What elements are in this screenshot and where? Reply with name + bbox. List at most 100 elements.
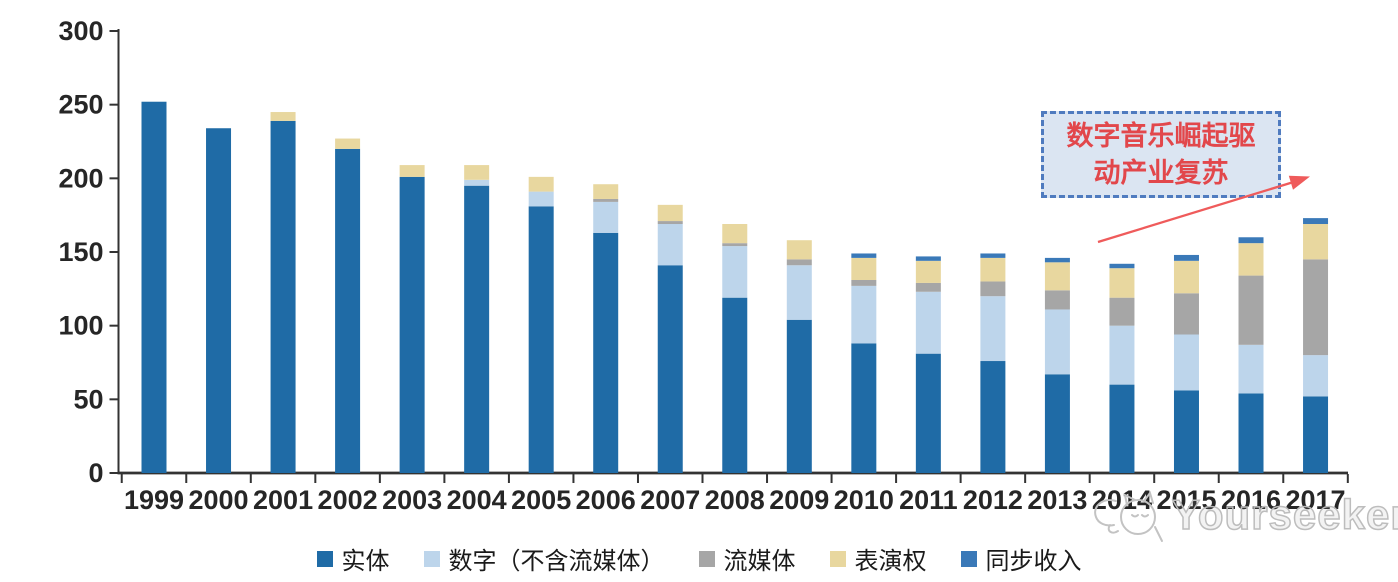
x-axis-label: 2003: [382, 485, 442, 515]
bar-segment-1999: [141, 101, 167, 473]
annotation-text-line1: 数字音乐崛起驱: [1066, 121, 1256, 152]
bar-segment-2008: [722, 246, 748, 298]
bar-segment-2004: [464, 185, 490, 473]
bar-segment-2008: [722, 243, 748, 247]
x-axis-label: 2007: [640, 485, 700, 515]
watermark-text: Yourseeker: [1171, 490, 1398, 539]
bar-segment-2003: [399, 165, 425, 177]
legend-label: 同步收入: [985, 549, 1082, 575]
legend-label: 数字（不含流媒体）: [448, 549, 665, 575]
bar-segment-2011: [915, 260, 941, 283]
bar-segment-2010: [851, 343, 877, 473]
bar-segment-2011: [915, 256, 941, 261]
bar-segment-2015: [1173, 390, 1199, 473]
bar-segment-2004: [464, 179, 490, 186]
bar-segment-2015: [1173, 254, 1199, 261]
legend-swatch-icon: [423, 550, 440, 567]
x-axis-label: 2004: [447, 485, 507, 515]
legend-item: 数字（不含流媒体）: [423, 541, 665, 576]
bar-segment-2013: [1044, 309, 1070, 375]
bar-segment-2009: [786, 265, 812, 320]
cat-sketch-icon: [1094, 490, 1163, 542]
bar-segment-2013: [1044, 290, 1070, 310]
bar-segment-2006: [593, 232, 619, 473]
bar-segment-2001: [270, 120, 296, 473]
bar-segment-2007: [657, 224, 683, 266]
y-axis-label: 250: [58, 90, 103, 120]
bar-segment-2005: [528, 191, 554, 207]
bar-segment-2007: [657, 221, 683, 225]
bar-segment-2003: [399, 176, 425, 474]
bar-segment-2006: [593, 198, 619, 202]
y-axis-label: 200: [58, 163, 103, 193]
legend-swatch-icon: [829, 550, 846, 567]
bar-segment-2009: [786, 319, 812, 473]
x-axis-label: 2015: [1156, 485, 1216, 515]
bar-segment-2009: [786, 240, 812, 260]
bar-segment-2015: [1173, 293, 1199, 335]
bar-segment-2013: [1044, 374, 1070, 473]
x-axis-label: 2001: [253, 485, 313, 515]
bar-segment-2015: [1173, 334, 1199, 391]
x-axis-label: 2002: [318, 485, 378, 515]
x-axis-label: 2013: [1027, 485, 1087, 515]
bar-segment-2010: [851, 279, 877, 286]
x-axis-label: 2008: [705, 485, 765, 515]
bar-segment-2008: [722, 224, 748, 244]
bar-segment-2006: [593, 184, 619, 199]
y-axis-label: 100: [58, 311, 103, 341]
bar-segment-2012: [980, 281, 1006, 297]
legend-label: 流媒体: [723, 549, 796, 575]
y-axis-label: 300: [58, 16, 103, 46]
bar-segment-2004: [464, 165, 490, 180]
bar-segment-2017: [1303, 355, 1329, 397]
bar-segment-2005: [528, 176, 554, 192]
bar-segment-2002: [335, 148, 361, 473]
x-axis-label: 2017: [1286, 485, 1346, 515]
legend-label: 实体: [341, 549, 390, 575]
bar-segment-2002: [335, 138, 361, 149]
bar-segment-2011: [915, 282, 941, 292]
x-axis-label: 2000: [188, 485, 248, 515]
bar-segment-2000: [206, 128, 232, 474]
bar-segment-2010: [851, 253, 877, 258]
bar-segment-2007: [657, 204, 683, 222]
x-axis-label: 2006: [576, 485, 636, 515]
bar-segment-2016: [1238, 275, 1264, 345]
bar-segment-2014: [1109, 325, 1135, 385]
bar-segment-2016: [1238, 237, 1264, 244]
chart-legend: 实体 数字（不含流媒体） 流媒体 表演权 同步收入: [0, 541, 1398, 576]
bar-segment-2016: [1238, 344, 1264, 394]
bar-segment-2010: [851, 285, 877, 344]
legend-item: 表演权: [829, 541, 927, 576]
bar-segment-2014: [1109, 263, 1135, 269]
bar-segment-2005: [528, 206, 554, 473]
x-axis-label: 2012: [963, 485, 1023, 515]
bar-segment-2017: [1303, 396, 1329, 473]
legend-swatch-icon: [698, 550, 715, 567]
bar-segment-2014: [1109, 268, 1135, 298]
watermark: Yourseeker: [1086, 487, 1398, 543]
bar-segment-2016: [1238, 393, 1264, 473]
bar-segment-2014: [1109, 384, 1135, 473]
bar-segment-2009: [786, 259, 812, 266]
legend-item: 流媒体: [698, 541, 796, 576]
y-axis-label: 0: [88, 458, 103, 488]
annotation-text-line2: 动产业复苏: [1093, 157, 1229, 188]
bar-segment-2014: [1109, 297, 1135, 326]
bar-segment-2017: [1303, 224, 1329, 260]
x-axis-label: 2009: [769, 485, 829, 515]
legend-item: 同步收入: [960, 541, 1082, 576]
x-axis-label: 2011: [899, 485, 958, 515]
legend-item: 实体: [316, 541, 390, 576]
bar-segment-2008: [722, 297, 748, 473]
legend-swatch-icon: [960, 550, 977, 567]
x-axis-label: 2010: [834, 485, 894, 515]
bar-segment-2012: [980, 361, 1006, 473]
legend-swatch-icon: [316, 550, 333, 567]
bar-segment-2017: [1303, 218, 1329, 225]
bar-segment-2001: [270, 112, 296, 121]
annotation-callout: 数字音乐崛起驱 动产业复苏: [1041, 111, 1281, 198]
x-axis-label: 1999: [124, 485, 184, 515]
